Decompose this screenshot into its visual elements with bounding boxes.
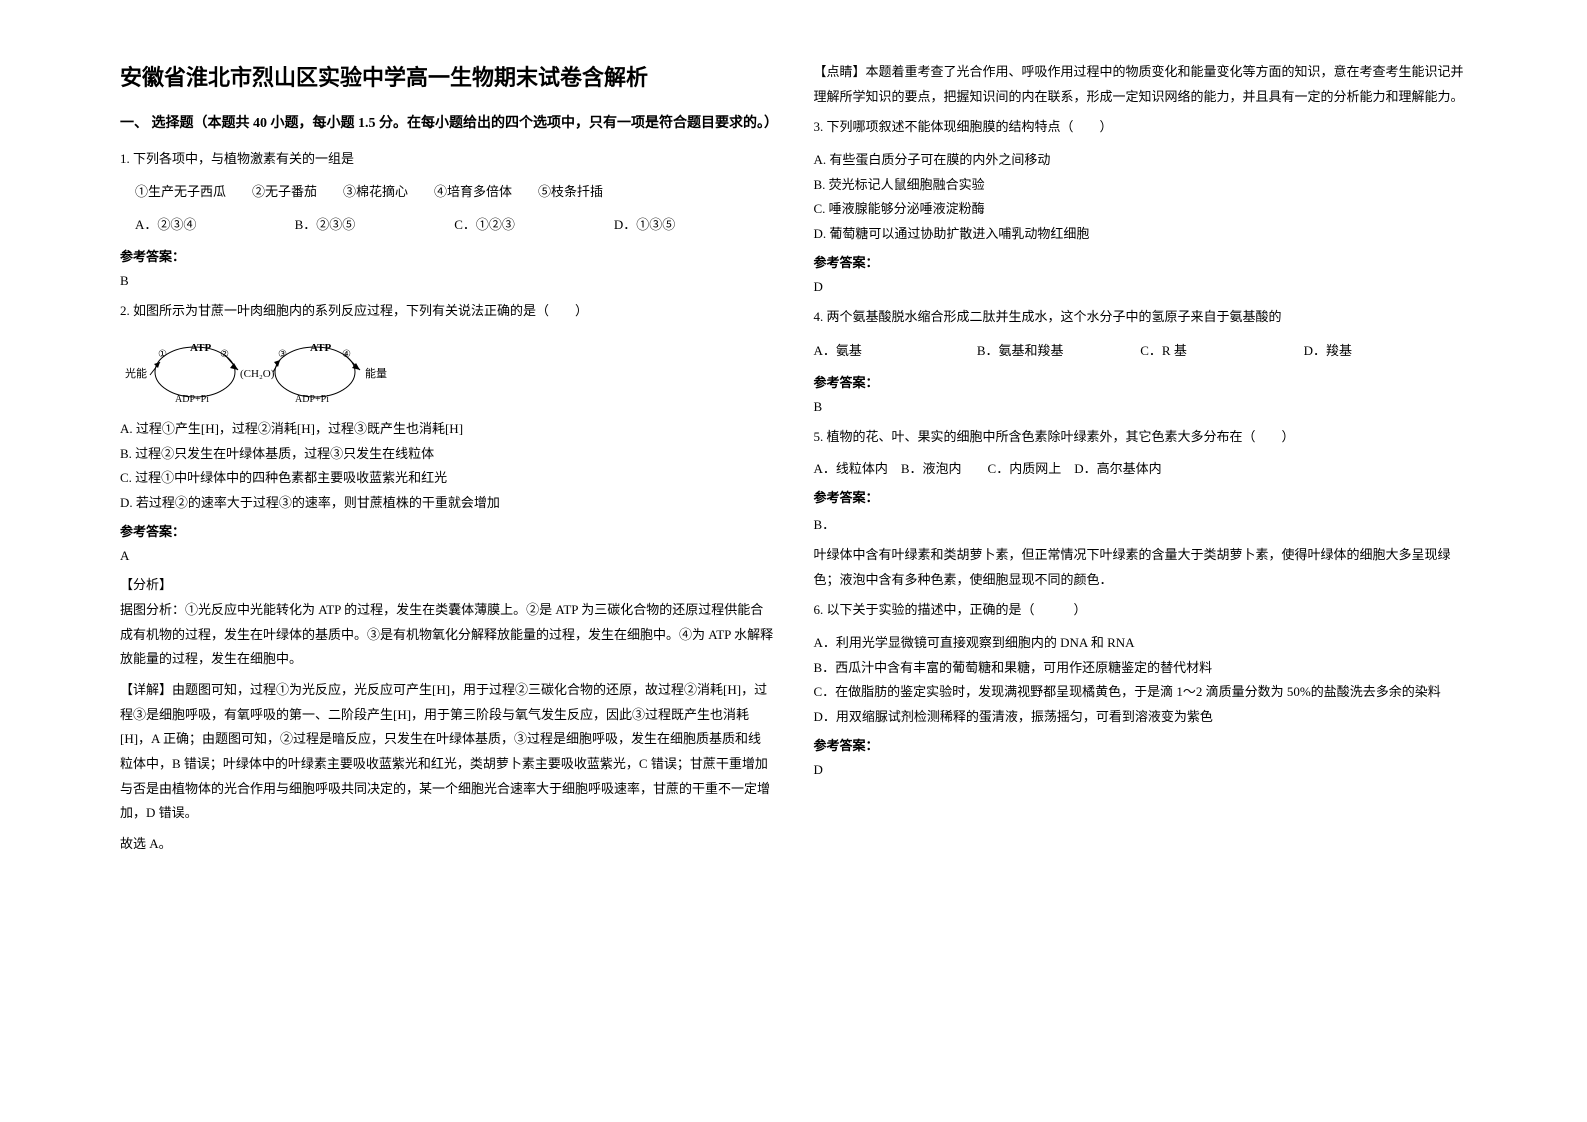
q4-answer: B	[814, 399, 1468, 415]
q3-optA: A. 有些蛋白质分子可在膜的内外之间移动	[814, 148, 1468, 173]
q2-analysis: 据图分析：①光反应中光能转化为 ATP 的过程，发生在类囊体薄膜上。②是 ATP…	[120, 598, 774, 672]
right-column: 【点睛】本题着重考查了光合作用、呼吸作用过程中的物质变化和能量变化等方面的知识，…	[794, 60, 1488, 1062]
q5-answer-label: 参考答案：	[814, 487, 1468, 506]
q1-optC: C．①②③	[454, 212, 614, 238]
q2-optC: C. 过程①中叶绿体中的四种色素都主要吸收蓝紫光和红光	[120, 466, 774, 491]
q2-analysis-label: 【分析】	[120, 574, 774, 593]
diagram-adp1: ADP+Pi	[175, 394, 209, 405]
diagram-n4: ④	[342, 349, 351, 360]
q3-optB: B. 荧光标记人鼠细胞融合实验	[814, 173, 1468, 198]
q6-answer: D	[814, 762, 1468, 778]
q2-conclusion: 故选 A。	[120, 832, 774, 857]
q1-optB: B．②③⑤	[295, 212, 455, 238]
tip: 【点睛】本题着重考查了光合作用、呼吸作用过程中的物质变化和能量变化等方面的知识，…	[814, 60, 1468, 109]
q5-explain: 叶绿体中含有叶绿素和类胡萝卜素，但正常情况下叶绿素的含量大于类胡萝卜素，使得叶绿…	[814, 543, 1468, 592]
q1-answer: B	[120, 273, 774, 289]
diagram-n3: ③	[278, 349, 287, 360]
q1-answer-label: 参考答案：	[120, 246, 774, 265]
q2-diagram: 光能 ATP ADP+Pi ① ② (CH₂O) ATP ADP+Pi ③ ④ …	[120, 337, 400, 407]
q2-optD: D. 若过程②的速率大于过程③的速率，则甘蔗植株的干重就会增加	[120, 491, 774, 516]
diagram-adp2: ADP+Pi	[295, 394, 329, 405]
q1-options: A．②③④ B．②③⑤ C．①②③ D．①③⑤	[120, 212, 774, 238]
q5-text: 5. 植物的花、叶、果实的细胞中所含色素除叶绿素外，其它色素大多分布在（ ）	[814, 425, 1468, 450]
q1-items: ①生产无子西瓜 ②无子番茄 ③棉花摘心 ④培育多倍体 ⑤枝条扦插	[120, 180, 774, 205]
q2-detail: 【详解】由题图可知，过程①为光反应，光反应可产生[H]，用于过程②三碳化合物的还…	[120, 678, 774, 826]
q2-answer: A	[120, 548, 774, 564]
q2-optB: B. 过程②只发生在叶绿体基质，过程③只发生在线粒体	[120, 442, 774, 467]
q5-options: A．线粒体内 B．液泡内 C．内质网上 D．高尔基体内	[814, 457, 1468, 482]
diagram-n1: ①	[158, 349, 167, 360]
q4-optD: D．羧基	[1304, 338, 1467, 364]
section-header: 一、 选择题（本题共 40 小题，每小题 1.5 分。在每小题给出的四个选项中，…	[120, 112, 774, 132]
q6-optA: A．利用光学显微镜可直接观察到细胞内的 DNA 和 RNA	[814, 631, 1468, 656]
q2-text: 2. 如图所示为甘蔗一叶肉细胞内的系列反应过程，下列有关说法正确的是（ ）	[120, 299, 774, 324]
left-column: 安徽省淮北市烈山区实验中学高一生物期末试卷含解析 一、 选择题（本题共 40 小…	[100, 60, 794, 1062]
q6-optB: B．西瓜汁中含有丰富的葡萄糖和果糖，可用作还原糖鉴定的替代材料	[814, 656, 1468, 681]
page-title: 安徽省淮北市烈山区实验中学高一生物期末试卷含解析	[120, 60, 774, 92]
q2-optA: A. 过程①产生[H]，过程②消耗[H]，过程③既产生也消耗[H]	[120, 417, 774, 442]
q4-optC: C．R 基	[1140, 338, 1303, 364]
q3-answer-label: 参考答案：	[814, 252, 1468, 271]
q4-optA: A．氨基	[814, 338, 977, 364]
q4-optB: B．氨基和羧基	[977, 338, 1140, 364]
q3-answer: D	[814, 279, 1468, 295]
q6-optD: D．用双缩脲试剂检测稀释的蛋清液，振荡摇匀，可看到溶液变为紫色	[814, 705, 1468, 730]
q1-text: 1. 下列各项中，与植物激素有关的一组是	[120, 147, 774, 172]
q3-optD: D. 葡萄糖可以通过协助扩散进入哺乳动物红细胞	[814, 222, 1468, 247]
q3-optC: C. 唾液腺能够分泌唾液淀粉酶	[814, 197, 1468, 222]
q1-optA: A．②③④	[135, 212, 295, 238]
q4-text: 4. 两个氨基酸脱水缩合形成二肽并生成水，这个水分子中的氢原子来自于氨基酸的	[814, 305, 1468, 330]
diagram-atp2: ATP	[310, 342, 331, 354]
diagram-energy: 能量	[365, 366, 387, 380]
q6-text: 6. 以下关于实验的描述中，正确的是（ ）	[814, 598, 1468, 623]
diagram-light: 光能	[125, 366, 147, 380]
q6-answer-label: 参考答案：	[814, 735, 1468, 754]
diagram-ch2o: (CH₂O)	[240, 368, 275, 380]
q6-optC: C．在做脂肪的鉴定实验时，发现满视野都呈现橘黄色，于是滴 1～2 滴质量分数为 …	[814, 680, 1468, 705]
q4-answer-label: 参考答案：	[814, 372, 1468, 391]
q4-options: A．氨基 B．氨基和羧基 C．R 基 D．羧基	[814, 338, 1468, 364]
q2-answer-label: 参考答案：	[120, 521, 774, 540]
q1-optD: D．①③⑤	[614, 212, 774, 238]
q3-text: 3. 下列哪项叙述不能体现细胞膜的结构特点（ ）	[814, 115, 1468, 140]
q5-answer: B．	[814, 514, 1468, 533]
diagram-atp1: ATP	[190, 342, 211, 354]
